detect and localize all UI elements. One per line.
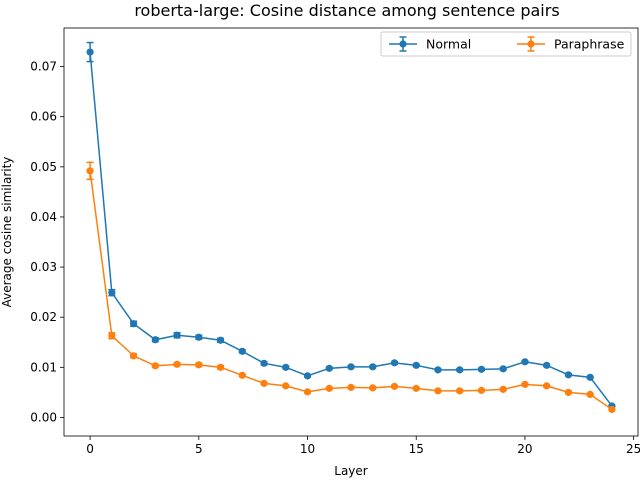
legend-label: Paraphrase bbox=[554, 37, 625, 52]
data-point bbox=[369, 363, 377, 371]
legend-marker bbox=[527, 40, 535, 48]
data-point bbox=[303, 388, 312, 396]
x-tick-label: 20 bbox=[517, 442, 532, 456]
chart-title: roberta-large: Cosine distance among sen… bbox=[134, 1, 559, 20]
data-point bbox=[390, 382, 399, 390]
data-point bbox=[412, 361, 420, 369]
data-point bbox=[129, 352, 138, 360]
data-point bbox=[282, 363, 290, 371]
data-point bbox=[456, 387, 464, 395]
legend-item-normal: Normal bbox=[389, 36, 471, 52]
data-point bbox=[456, 366, 464, 374]
data-point bbox=[390, 359, 399, 367]
y-axis-label: Average cosine similarity bbox=[0, 157, 14, 308]
y-axis: 0.00 0.01 0.02 0.03 0.04 0.05 0.06 0.07 bbox=[30, 60, 64, 424]
data-point bbox=[347, 383, 355, 391]
data-point bbox=[586, 390, 594, 398]
data-point bbox=[173, 331, 181, 339]
data-point bbox=[608, 405, 616, 414]
data-point bbox=[325, 364, 333, 372]
series-layer bbox=[86, 41, 616, 414]
series-normal bbox=[86, 41, 616, 410]
data-point bbox=[260, 359, 268, 367]
data-point bbox=[86, 167, 94, 175]
data-point bbox=[129, 320, 138, 328]
data-point bbox=[173, 360, 181, 368]
x-axis-label: Layer bbox=[334, 464, 368, 478]
data-point bbox=[521, 380, 529, 388]
data-point bbox=[521, 358, 529, 366]
data-point bbox=[564, 371, 573, 379]
y-tick-label: 0.02 bbox=[30, 310, 57, 324]
x-tick-label: 10 bbox=[300, 442, 315, 456]
data-point bbox=[347, 363, 355, 371]
y-tick-label: 0.07 bbox=[30, 60, 57, 74]
series-paraphrase bbox=[86, 161, 616, 414]
x-axis: 0 5 10 15 20 25 bbox=[86, 436, 640, 456]
data-point bbox=[195, 361, 203, 369]
y-tick-label: 0.03 bbox=[30, 260, 57, 274]
data-point bbox=[477, 386, 486, 394]
y-tick-label: 0.01 bbox=[30, 360, 57, 374]
data-point bbox=[543, 361, 551, 369]
data-point bbox=[434, 387, 442, 395]
data-point bbox=[216, 336, 225, 344]
y-tick-label: 0.04 bbox=[30, 210, 57, 224]
data-point bbox=[564, 388, 573, 396]
data-point bbox=[108, 332, 116, 340]
data-point bbox=[195, 333, 203, 341]
x-tick-label: 15 bbox=[409, 442, 424, 456]
data-point bbox=[369, 384, 377, 392]
x-tick-label: 25 bbox=[626, 442, 640, 456]
data-point bbox=[151, 336, 159, 344]
y-tick-label: 0.05 bbox=[30, 160, 57, 174]
series-line bbox=[89, 170, 613, 411]
plot-area bbox=[63, 27, 639, 437]
legend: Normal Paraphrase bbox=[380, 31, 632, 57]
series-line bbox=[89, 51, 613, 407]
data-point bbox=[543, 382, 551, 390]
y-tick-label: 0.06 bbox=[30, 110, 57, 124]
data-point bbox=[303, 372, 312, 380]
data-point bbox=[477, 365, 486, 373]
legend-label: Normal bbox=[426, 37, 471, 52]
legend-marker bbox=[399, 40, 407, 48]
data-point bbox=[238, 347, 246, 355]
data-point bbox=[216, 363, 225, 371]
data-point bbox=[151, 362, 159, 370]
data-point bbox=[412, 384, 420, 392]
legend-item-paraphrase: Paraphrase bbox=[517, 36, 625, 52]
x-tick-label: 0 bbox=[86, 442, 94, 456]
legend-box bbox=[380, 31, 632, 57]
data-point bbox=[499, 385, 507, 393]
data-point bbox=[586, 373, 594, 381]
data-point bbox=[260, 379, 268, 387]
data-point bbox=[499, 365, 507, 373]
data-point bbox=[238, 371, 246, 379]
x-tick-label: 5 bbox=[195, 442, 203, 456]
y-tick-label: 0.00 bbox=[30, 410, 57, 424]
plot-frame bbox=[63, 27, 639, 437]
data-point bbox=[325, 384, 333, 392]
data-point bbox=[434, 366, 442, 374]
data-point bbox=[86, 48, 94, 56]
data-point bbox=[108, 289, 116, 297]
data-point bbox=[282, 382, 290, 390]
